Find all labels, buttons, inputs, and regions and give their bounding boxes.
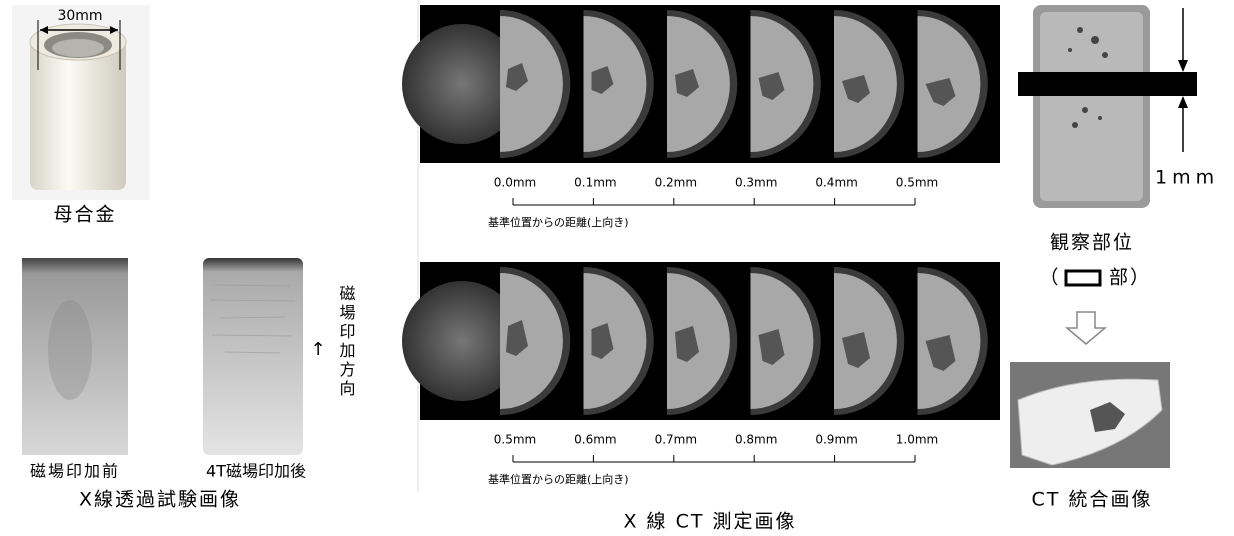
observation-band <box>1018 72 1197 96</box>
xray-shadow <box>48 300 92 400</box>
caption: 観察部位 <box>1050 232 1134 254</box>
alloy-photo <box>12 5 150 200</box>
axis-label: 基準位置からの距離(上向き) <box>488 472 629 486</box>
tick-label: 0.6mm <box>574 433 616 447</box>
region-open: （ <box>1039 267 1060 289</box>
tick-label: 0.5mm <box>494 433 536 447</box>
caption: 母合金 <box>53 204 116 226</box>
tick-label: 0.2mm <box>655 176 697 190</box>
section-title: X線透過試験画像 <box>79 489 241 511</box>
tick-label: 0.9mm <box>815 433 857 447</box>
tick-label: 0.5mm <box>896 176 938 190</box>
figure: 30mm 母合金 磁場印加前 4T磁場印加後 ↑ 磁場印加方向 X線透過試験画像… <box>0 0 1234 536</box>
dimension-label: 30mm <box>57 8 102 24</box>
direction-arrow: ↑ <box>310 339 325 360</box>
tick-label: 0.8mm <box>735 433 777 447</box>
axis-label: 基準位置からの距離(上向き) <box>488 215 629 229</box>
page: 30mm 母合金 磁場印加前 4T磁場印加後 ↑ 磁場印加方向 X線透過試験画像… <box>0 0 1234 536</box>
caption: 磁場印加前 <box>30 462 120 481</box>
down-arrow <box>1067 312 1105 344</box>
ct-panel: 0.0mm 0.1mm 0.2mm 0.3mm 0.4mm 0.5mm 基準位置からの距離(… <box>402 5 1000 486</box>
tick-label: 0.7mm <box>655 433 697 447</box>
tick-label: 0.0mm <box>494 176 536 190</box>
tick-label: 0.3mm <box>735 176 777 190</box>
section-title: CT 統合画像 <box>1032 489 1153 511</box>
region-box <box>1066 271 1100 285</box>
tick-label: 0.1mm <box>574 176 616 190</box>
direction-label: 磁場印加方向 <box>337 285 356 399</box>
caption: 4T磁場印加後 <box>206 462 306 481</box>
region-close: 部） <box>1109 267 1151 289</box>
tick-label: 0.4mm <box>815 176 857 190</box>
xray-after <box>203 258 303 455</box>
tick-label: 1.0mm <box>896 433 938 447</box>
section-title: X 線 CT 測定画像 <box>623 511 796 533</box>
thickness-label: 1mm <box>1155 167 1219 189</box>
